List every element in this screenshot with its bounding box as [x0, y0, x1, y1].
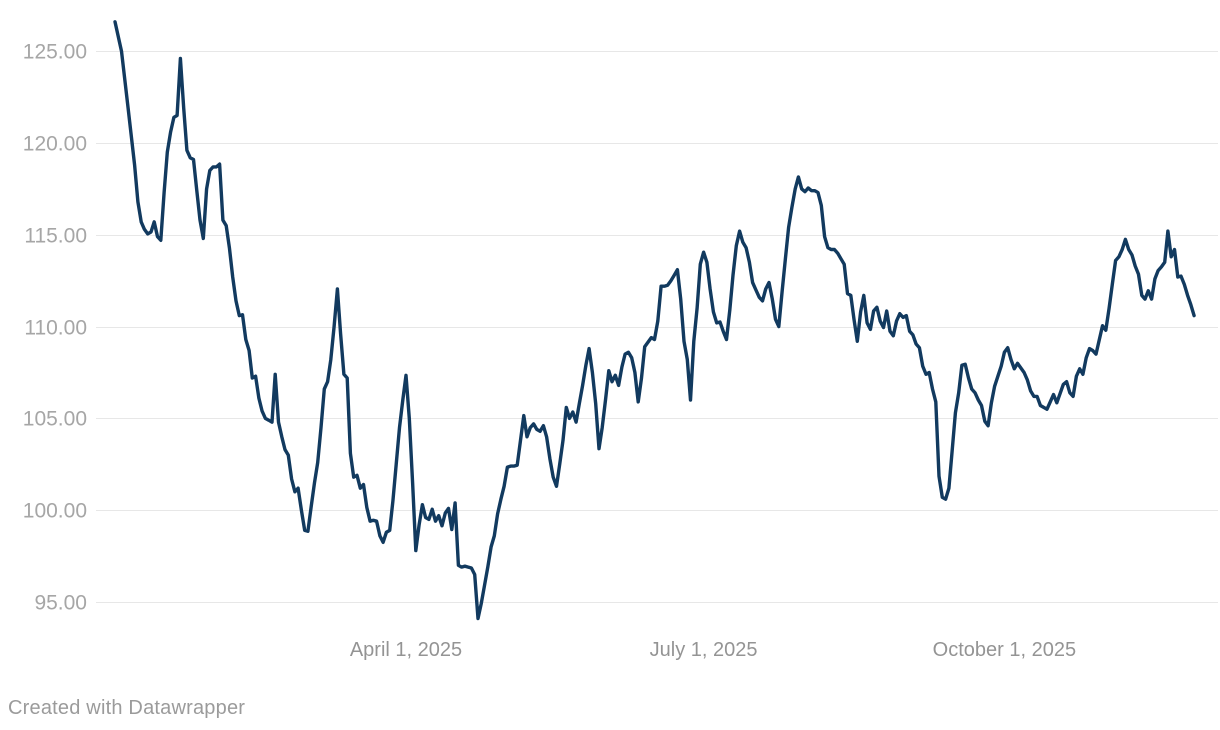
y-tick-label: 120.00 — [23, 133, 87, 156]
chart-svg: 125.00 120.00 115.00 110.00 105.00 100.00 95.0… — [23, 20, 1218, 661]
y-tick-label: 105.00 — [23, 408, 87, 431]
y-tick-label: 110.00 — [24, 317, 87, 340]
x-tick-label: October 1, 2025 — [933, 639, 1076, 661]
x-tick-label: July 1, 2025 — [650, 639, 758, 661]
datawrapper-credit: Created with Datawrapper — [8, 697, 246, 719]
x-tick-label: April 1, 2025 — [350, 639, 462, 661]
series-line — [113, 20, 1196, 621]
y-tick-label: 100.00 — [23, 500, 87, 523]
y-tick-label: 125.00 — [23, 41, 87, 64]
y-tick-label: 95.00 — [34, 592, 87, 615]
y-tick-label: 115.00 — [24, 225, 87, 248]
